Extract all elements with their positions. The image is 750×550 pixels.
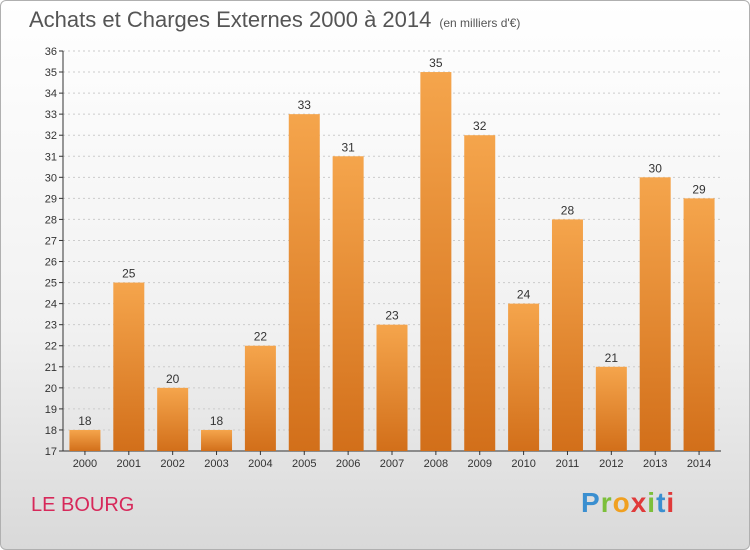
bar-value-label: 35	[429, 56, 443, 70]
chart-title: Achats et Charges Externes 2000 à 2014 (e…	[29, 7, 520, 33]
bar	[69, 429, 101, 451]
y-tick-label: 21	[45, 362, 57, 374]
bar-value-label: 18	[210, 414, 224, 428]
bar	[551, 219, 583, 451]
bar	[420, 72, 452, 451]
bar-value-label: 22	[254, 330, 268, 344]
y-tick-label: 27	[45, 235, 57, 247]
bar	[508, 303, 540, 451]
y-tick-label: 22	[45, 341, 57, 353]
y-tick-label: 35	[45, 67, 57, 79]
x-tick-label: 2008	[424, 458, 448, 470]
bar-value-label: 20	[166, 372, 180, 386]
bar	[157, 387, 189, 451]
bar	[113, 282, 145, 451]
y-tick-label: 29	[45, 193, 57, 205]
y-tick-label: 17	[45, 446, 57, 458]
x-tick-label: 2014	[687, 458, 711, 470]
bar	[464, 135, 496, 452]
x-tick-label: 2003	[204, 458, 228, 470]
bar-value-label: 18	[78, 414, 92, 428]
y-tick-label: 20	[45, 383, 57, 395]
y-tick-label: 30	[45, 172, 57, 184]
x-tick-label: 2004	[248, 458, 272, 470]
logo-letter: r	[600, 487, 613, 518]
y-tick-label: 28	[45, 214, 57, 226]
logo-letter: t	[656, 487, 667, 518]
bar	[683, 198, 715, 451]
bar-value-label: 23	[385, 309, 399, 323]
proxiti-logo: Proxiti	[581, 487, 675, 519]
logo-letter: x	[630, 487, 648, 518]
x-tick-label: 2007	[380, 458, 404, 470]
x-tick-label: 2012	[599, 458, 623, 470]
y-tick-label: 31	[45, 151, 57, 163]
y-tick-label: 24	[45, 299, 57, 311]
logo-letter: P	[581, 487, 601, 518]
bar	[595, 366, 627, 451]
bar	[288, 114, 320, 451]
y-tick-label: 19	[45, 404, 57, 416]
bar-value-label: 33	[298, 98, 312, 112]
bar-value-label: 25	[122, 267, 136, 281]
x-tick-label: 2006	[336, 458, 360, 470]
x-tick-label: 2001	[117, 458, 141, 470]
x-tick-label: 2009	[467, 458, 491, 470]
y-tick-label: 25	[45, 278, 57, 290]
y-tick-label: 18	[45, 425, 57, 437]
bar	[332, 156, 364, 451]
x-tick-label: 2011	[556, 458, 580, 470]
place-name: LE BOURG	[31, 494, 135, 516]
logo-letter: i	[666, 487, 676, 518]
y-tick-label: 26	[45, 257, 57, 269]
bar	[201, 429, 233, 451]
y-tick-label: 36	[45, 46, 57, 58]
bar-value-label: 30	[649, 161, 663, 175]
subtitle-text: (en milliers d'€)	[439, 16, 521, 30]
x-tick-label: 2005	[292, 458, 316, 470]
bar-value-label: 29	[692, 182, 706, 196]
x-tick-label: 2013	[643, 458, 667, 470]
bar-value-label: 21	[605, 351, 619, 365]
bar-value-label: 32	[473, 119, 487, 133]
title-text: Achats et Charges Externes 2000 à 2014	[29, 7, 432, 32]
logo-letter: i	[647, 487, 657, 518]
bar-value-label: 28	[561, 203, 575, 217]
x-tick-label: 2010	[511, 458, 535, 470]
bar	[244, 345, 276, 451]
y-tick-label: 34	[45, 88, 57, 100]
bar	[376, 324, 408, 451]
y-tick-label: 33	[45, 109, 57, 121]
x-tick-label: 2000	[73, 458, 97, 470]
bar-value-label: 31	[341, 140, 355, 154]
x-tick-label: 2002	[160, 458, 184, 470]
bar-value-label: 24	[517, 288, 531, 302]
bar	[639, 177, 671, 451]
y-tick-label: 32	[45, 130, 57, 142]
y-tick-label: 23	[45, 320, 57, 332]
logo-letter: o	[612, 487, 631, 518]
